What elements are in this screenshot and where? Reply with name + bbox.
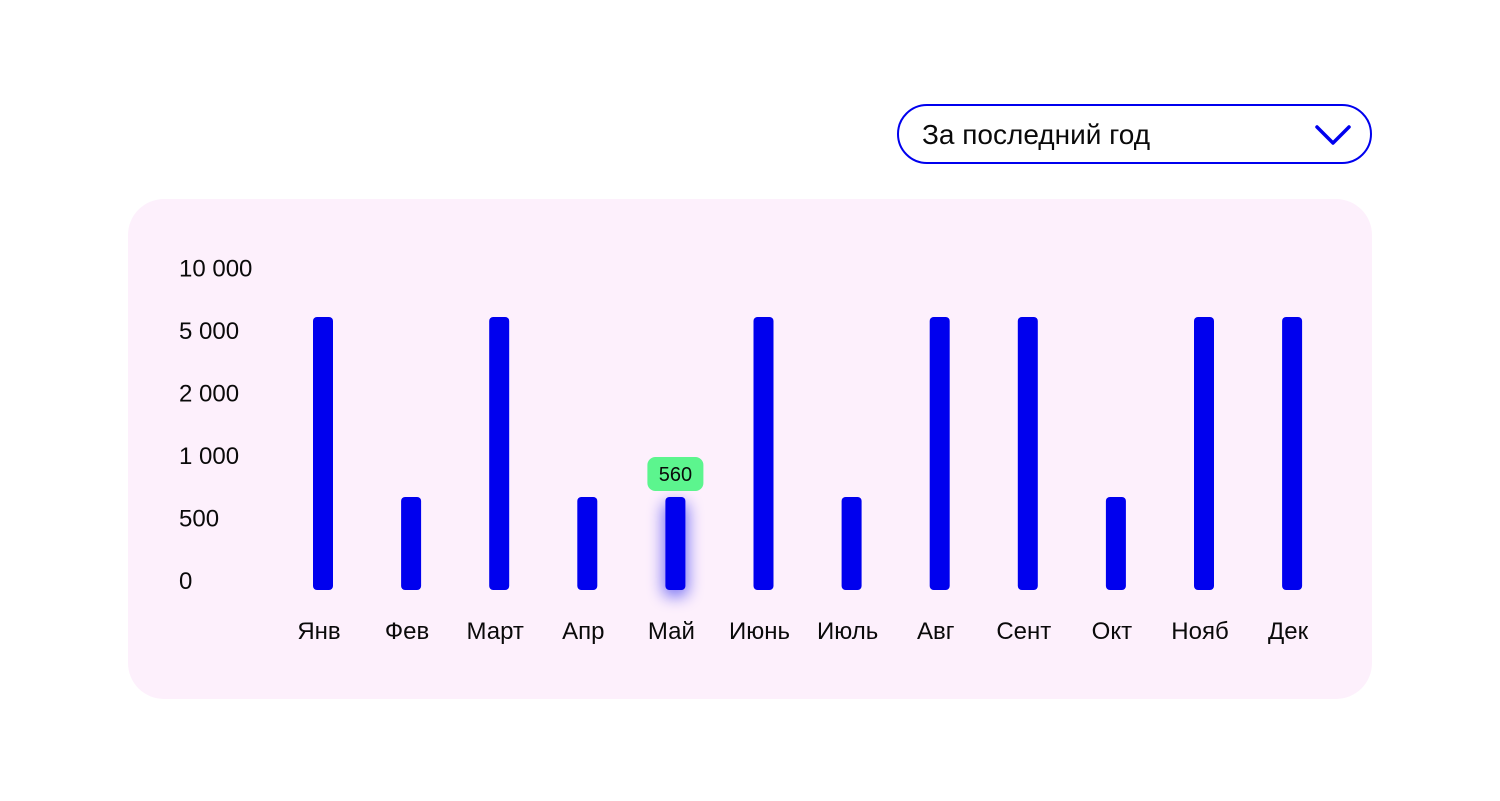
bar-1[interactable] — [313, 317, 333, 590]
y-tick-label: 5 000 — [179, 318, 239, 345]
bar-2[interactable] — [401, 497, 422, 590]
x-tick-label: Март — [466, 618, 523, 645]
value-tooltip — [647, 457, 704, 491]
bar-10[interactable] — [1105, 497, 1126, 590]
x-tick-label: Июнь — [729, 618, 790, 645]
bar-11[interactable] — [1194, 317, 1214, 590]
y-tick-label: 10 000 — [179, 256, 252, 283]
value-tooltip-label: 560 — [659, 464, 692, 486]
chevron-down-icon[interactable] — [1313, 121, 1353, 149]
x-tick-label: Май — [648, 618, 695, 645]
bar-7[interactable] — [841, 497, 862, 590]
x-tick-label: Янв — [297, 618, 340, 645]
bar-12[interactable] — [1282, 317, 1303, 590]
bars — [313, 317, 1303, 596]
chart-card: 0 500 1 000 2 000 5 000 10 000 Янв Фев Март Апр М… — [128, 199, 1372, 699]
period-select-value: За последний год — [922, 119, 1151, 150]
y-tick-label: 500 — [179, 506, 219, 533]
x-tick-label: Апр — [562, 618, 604, 645]
bar-5[interactable] — [665, 497, 686, 590]
tooltip-layer: 560 — [647, 457, 704, 491]
y-tick-label: 0 — [179, 568, 192, 595]
y-axis-ticks: 0 500 1 000 2 000 5 000 10 000 — [179, 256, 252, 596]
x-tick-label: Окт — [1092, 618, 1132, 645]
bar-chart: 0 500 1 000 2 000 5 000 10 000 Янв Фев Март Апр М… — [179, 256, 1309, 646]
y-tick-label: 2 000 — [179, 381, 239, 408]
y-tick-label: 1 000 — [179, 443, 239, 470]
bar-6[interactable] — [753, 317, 774, 590]
bar-9[interactable] — [1017, 317, 1038, 590]
bar-8[interactable] — [929, 317, 950, 590]
x-tick-label: Нояб — [1171, 618, 1228, 645]
period-select[interactable]: За последний год — [897, 104, 1372, 164]
bar-3[interactable] — [489, 317, 510, 590]
x-tick-label: Фев — [385, 618, 429, 645]
x-tick-label: Авг — [917, 618, 955, 645]
x-tick-label: Дек — [1268, 618, 1309, 645]
x-tick-label: Сент — [996, 618, 1051, 645]
bar-4[interactable] — [577, 497, 598, 590]
x-axis-ticks: Янв Фев Март Апр Май Июнь Июль Авг Сент Окт Нояб Де… — [297, 618, 1308, 645]
x-tick-label: Июль — [817, 618, 878, 645]
